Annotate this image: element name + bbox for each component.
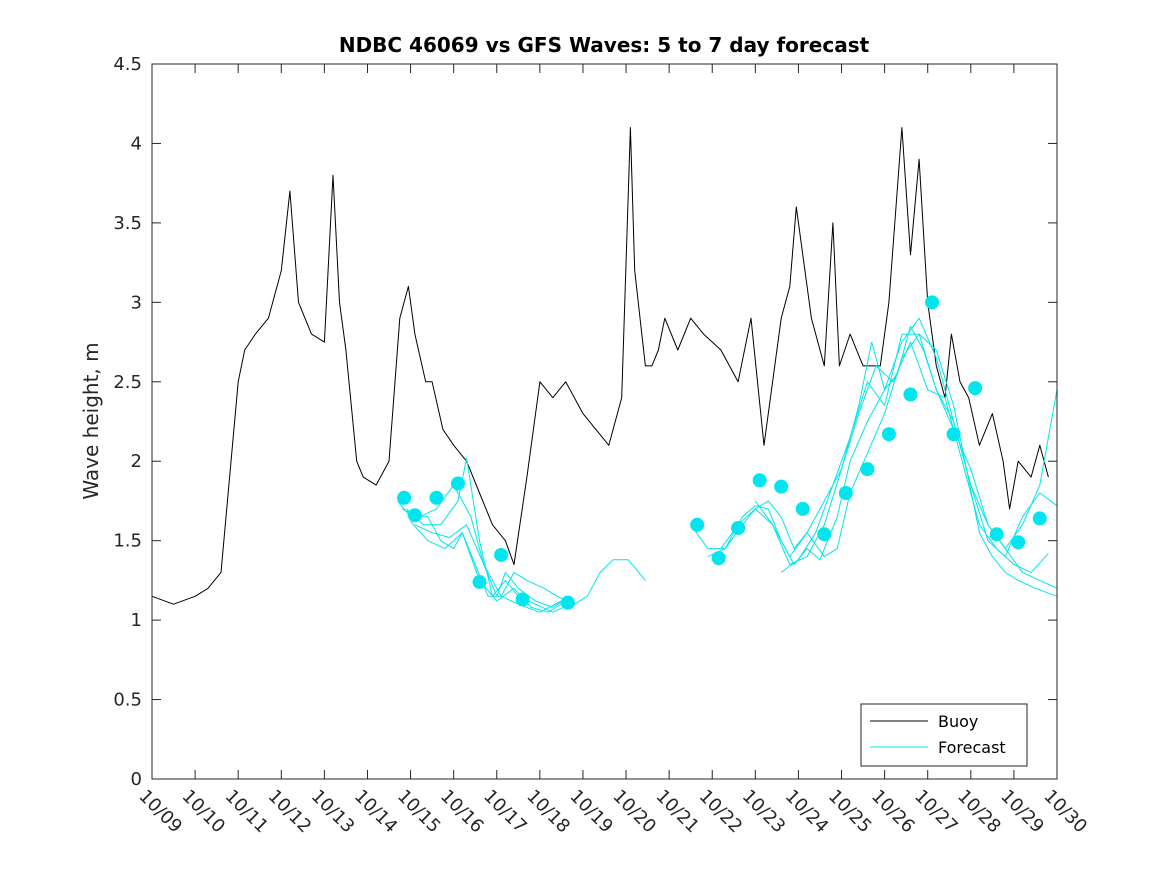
legend: Buoy Forecast [860, 703, 1028, 767]
forecast-marker [397, 490, 412, 505]
x-tick-label: 10/26 [867, 786, 919, 838]
y-tick-label: 3 [131, 292, 142, 313]
forecast-marker [903, 387, 918, 402]
forecast-marker [407, 508, 422, 523]
x-tick-label: 10/14 [350, 786, 402, 838]
forecast-member-line [690, 333, 1058, 597]
forecast-marker [472, 574, 487, 589]
forecast-marker [989, 527, 1004, 542]
forecast-marker [817, 527, 832, 542]
forecast-marker [795, 501, 810, 516]
forecast-marker [860, 462, 875, 477]
forecast-marker [731, 520, 746, 535]
x-tick-label: 10/21 [652, 786, 704, 838]
forecast-member-line [397, 500, 646, 605]
forecast-marker [711, 551, 726, 566]
forecast-marker [515, 592, 530, 607]
y-tick-label: 2.5 [113, 372, 142, 393]
x-tick-label: 10/12 [264, 786, 316, 838]
y-tick-label: 1 [131, 610, 142, 631]
forecast-member-line [754, 341, 1049, 573]
forecast-marker [450, 476, 465, 491]
x-tick-label: 10/30 [1039, 786, 1091, 838]
forecast-marker [881, 427, 896, 442]
forecast-marker [560, 595, 575, 610]
y-tick-label: 2 [131, 451, 142, 472]
forecast-member-line [410, 521, 566, 613]
x-tick-label: 10/17 [479, 786, 531, 838]
chart-title: NDBC 46069 vs GFS Waves: 5 to 7 day fore… [339, 33, 870, 57]
x-tick-label: 10/24 [781, 786, 833, 838]
y-tick-label: 0 [131, 769, 142, 790]
y-tick-label: 4.5 [113, 54, 142, 75]
buoy-line [151, 127, 1049, 605]
x-tick-label: 10/23 [738, 786, 790, 838]
forecast-marker [1011, 535, 1026, 550]
x-tick-label: 10/13 [307, 786, 359, 838]
buoy-series [151, 127, 1049, 605]
forecast-marker [946, 427, 961, 442]
forecast-member-line [707, 317, 1058, 565]
forecast-marker [838, 486, 853, 500]
y-tick-label: 4 [131, 133, 142, 154]
x-tick-label: 10/16 [436, 786, 488, 838]
y-axis-label: Wave height, m [79, 342, 103, 499]
forecast-marker [925, 295, 940, 310]
y-tick-label: 0.5 [113, 690, 142, 711]
forecast-member-line [414, 524, 562, 613]
x-tick-label: 10/22 [695, 786, 747, 838]
legend-forecast-label: Forecast [938, 738, 1006, 757]
y-tick-label: 1.5 [113, 531, 142, 552]
x-tick-label: 10/10 [178, 786, 230, 838]
x-tick-label: 10/09 [134, 786, 186, 838]
x-tick-label: 10/20 [609, 786, 661, 838]
legend-box [860, 703, 1028, 767]
x-tick-label: 10/19 [565, 786, 617, 838]
x-tick-label: 10/28 [953, 786, 1005, 838]
forecast-marker [1032, 511, 1047, 526]
forecast-marker [494, 547, 509, 562]
y-tick-label: 3.5 [113, 213, 142, 234]
legend-buoy-label: Buoy [938, 712, 978, 731]
forecast-marker [968, 381, 983, 396]
x-tick-label: 10/25 [824, 786, 876, 838]
forecast-member-line [780, 333, 1058, 589]
forecast-marker [690, 517, 705, 532]
forecast-marker [429, 490, 444, 505]
plot-frame [151, 63, 1058, 780]
x-tick-label: 10/29 [996, 786, 1048, 838]
forecast-marker [752, 473, 767, 488]
forecast-member-line [401, 484, 571, 608]
forecast-series [397, 317, 1058, 613]
x-tick-label: 10/18 [522, 786, 574, 838]
x-tick-label: 10/15 [393, 786, 445, 838]
x-tick-label: 10/27 [910, 786, 962, 838]
x-tick-label: 10/11 [221, 786, 273, 838]
forecast-member-line [720, 325, 1058, 558]
forecast-marker [774, 479, 789, 494]
forecast-markers [397, 295, 1047, 610]
